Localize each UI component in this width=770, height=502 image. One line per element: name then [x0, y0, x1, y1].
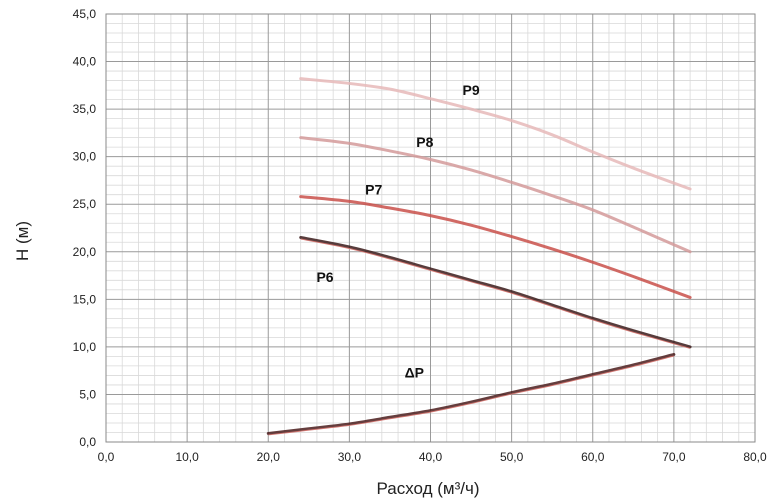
series-labels: P9 P8 P7 P6 ΔP: [316, 82, 479, 380]
series-line-dp-fit: [268, 355, 675, 436]
y-tick-label: 45,0: [73, 7, 97, 21]
series-label: P8: [416, 134, 433, 150]
x-tick-label: 60,0: [581, 450, 605, 464]
series-line-dp: [266, 353, 676, 435]
x-tick-label: 10,0: [175, 450, 199, 464]
x-tick-label: 40,0: [419, 450, 443, 464]
y-tick-label: 15,0: [73, 292, 97, 306]
series-line-p8: [299, 136, 692, 254]
y-tick-label: 10,0: [73, 340, 97, 354]
y-tick-label: 0,0: [79, 435, 96, 449]
series-line-p9: [299, 77, 692, 191]
x-tick-label: 80,0: [743, 450, 767, 464]
plot-area-border: [105, 13, 756, 443]
x-tick-label: 50,0: [500, 450, 524, 464]
x-tick-label: 0,0: [98, 450, 115, 464]
major-gridlines: [105, 13, 756, 443]
series-label: P9: [463, 82, 480, 98]
series-label: ΔP: [405, 364, 424, 380]
x-tick-label: 30,0: [338, 450, 362, 464]
y-tick-label: 40,0: [73, 55, 97, 69]
x-tick-label: 20,0: [257, 450, 281, 464]
series-line-p6: [299, 236, 692, 349]
tick-labels: 0,0 10,0 20,0 30,0 40,0 50,0 60,0 70,0 80,0 0,0 5,…: [73, 7, 767, 464]
x-axis-title: Расход (м³/ч): [376, 479, 479, 498]
series-label: P7: [365, 182, 382, 198]
x-tick-label: 70,0: [662, 450, 686, 464]
y-tick-label: 30,0: [73, 150, 97, 164]
y-tick-label: 35,0: [73, 102, 97, 116]
y-tick-label: 20,0: [73, 245, 97, 259]
series-line-p6-fit: [300, 238, 691, 349]
minor-gridlines: [106, 14, 755, 442]
series-line-p7: [299, 195, 692, 299]
y-axis-title: Н (м): [13, 221, 32, 261]
y-tick-label: 5,0: [79, 387, 96, 401]
series-label: P6: [316, 269, 333, 285]
series-lines: [266, 77, 692, 436]
y-tick-label: 25,0: [73, 197, 97, 211]
